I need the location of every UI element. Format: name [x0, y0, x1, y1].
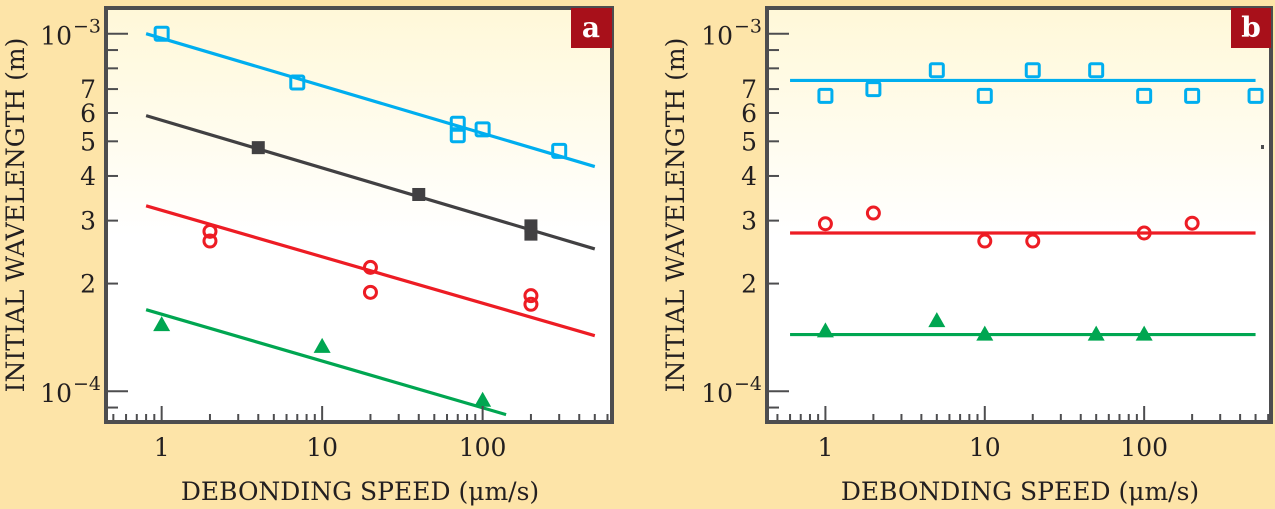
plot-area — [767, 8, 1271, 422]
data-point-triangle — [816, 322, 834, 338]
y-tick-label: 10 — [40, 22, 72, 51]
stray-dot — [1261, 145, 1264, 149]
data-point-square — [289, 74, 306, 91]
panel-badge — [571, 8, 612, 48]
data-point-circle — [1136, 225, 1152, 241]
y-tick-label: 6 — [741, 99, 757, 128]
data-point-square — [1247, 87, 1264, 104]
y-tick-label: 5 — [80, 127, 96, 156]
y-tick-label: 4 — [80, 162, 96, 191]
data-point-square — [976, 87, 993, 104]
data-point-triangle — [928, 312, 946, 328]
y-tick-label: 2 — [741, 270, 757, 299]
data-point-filled-square — [412, 187, 426, 201]
data-point-square — [928, 62, 945, 79]
y-tick-label: 3 — [80, 207, 96, 236]
y-tick-label: 6 — [80, 99, 96, 128]
black-squares-fit-line — [145, 114, 596, 251]
data-point-square — [1024, 62, 1041, 79]
data-point-circle — [362, 259, 378, 275]
y-tick-label: 10 — [701, 22, 733, 51]
data-point-triangle — [1135, 325, 1153, 341]
x-axis-title: DEBONDING SPEED (μm/s) — [841, 477, 1199, 506]
red-circles-fit-line — [145, 204, 596, 338]
data-point-square — [1184, 87, 1201, 104]
x-tick-label: 10 — [306, 433, 338, 462]
x-tick-label: 1 — [817, 433, 833, 462]
data-point-circle — [523, 288, 539, 304]
data-point-triangle — [313, 337, 331, 353]
panel-badge — [1231, 8, 1271, 48]
data-point-circle — [1025, 233, 1041, 249]
data-point-triangle — [976, 325, 994, 341]
panel-letter: a — [582, 11, 600, 44]
data-point-circle — [202, 233, 218, 249]
y-tick-label: 7 — [741, 75, 757, 104]
panel-letter: b — [1241, 11, 1261, 44]
data-point-square — [1088, 62, 1105, 79]
data-point-circle — [817, 216, 833, 232]
data-point-square — [1136, 87, 1153, 104]
green-triangles-fit-line — [145, 308, 507, 417]
data-point-circle — [977, 233, 993, 249]
y-tick-label: 3 — [741, 207, 757, 236]
data-point-triangle — [153, 316, 171, 332]
data-point-filled-square — [524, 227, 538, 241]
y-tick-label: 2 — [80, 270, 96, 299]
x-tick-label: 10 — [969, 433, 1001, 462]
plot-frame — [765, 6, 1273, 424]
data-point-square — [474, 121, 491, 138]
y-tick-label: 5 — [741, 127, 757, 156]
y-axis-title: INITIAL WAVELENGTH (m) — [1, 38, 30, 393]
data-point-circle — [865, 205, 881, 221]
data-point-circle — [202, 223, 218, 239]
data-point-square — [551, 142, 568, 159]
y-tick-label: 10 — [40, 379, 72, 408]
data-point-filled-square — [251, 141, 265, 155]
y-tick-exponent: −4 — [734, 373, 762, 395]
data-point-square — [449, 127, 466, 144]
data-point-triangle — [1087, 325, 1105, 341]
y-tick-exponent: −4 — [73, 373, 101, 395]
data-point-circle — [523, 296, 539, 312]
data-point-square — [153, 25, 170, 42]
x-tick-label: 1 — [154, 433, 170, 462]
data-point-triangle — [474, 391, 492, 407]
y-tick-label: 7 — [80, 75, 96, 104]
cyan-squares-fit-line — [145, 32, 596, 169]
y-tick-label: 4 — [741, 162, 757, 191]
data-point-circle — [1184, 215, 1200, 231]
data-point-square — [865, 81, 882, 98]
x-tick-label: 100 — [1120, 433, 1168, 462]
y-tick-label: 10 — [701, 379, 733, 408]
y-tick-exponent: −3 — [734, 16, 762, 38]
y-axis-title: INITIAL WAVELENGTH (m) — [661, 38, 690, 393]
data-point-square — [817, 87, 834, 104]
plot-frame — [104, 6, 614, 424]
y-tick-exponent: −3 — [73, 16, 101, 38]
x-tick-label: 100 — [459, 433, 507, 462]
plot-area — [106, 8, 612, 422]
x-axis-title: DEBONDING SPEED (μm/s) — [181, 477, 539, 506]
data-point-circle — [362, 284, 378, 300]
